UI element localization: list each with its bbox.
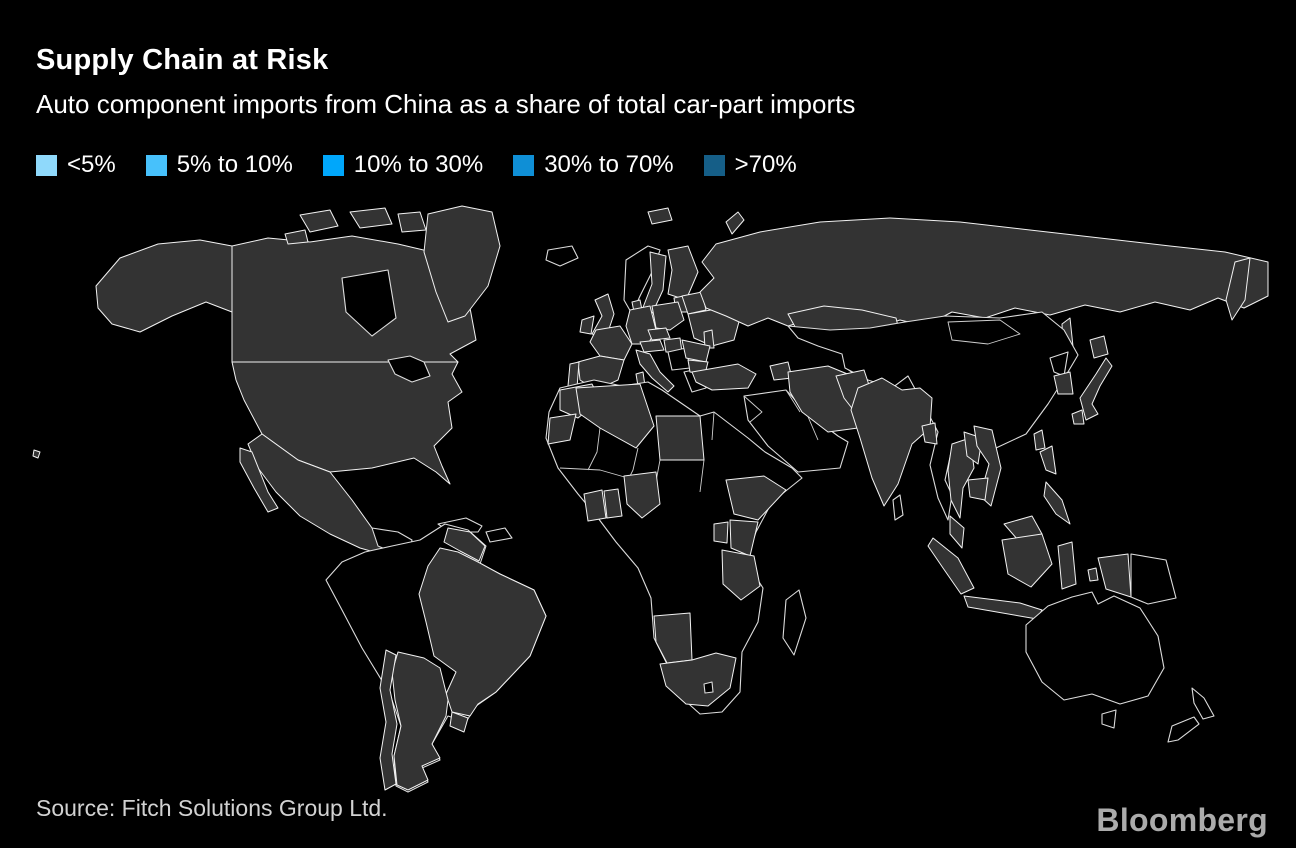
country-japan-kyushu [1071,409,1085,425]
arctic-island-3 [397,211,427,233]
mongolia-border [947,319,1021,345]
legend-label-5-10: 5% to 10% [176,151,293,178]
country-uruguay [449,711,469,733]
country-egypt [655,415,705,461]
legend-label-gt70: >70% [734,151,797,178]
hudson-bay [341,269,397,337]
country-nigeria [623,471,661,519]
country-italy [635,349,675,393]
country-belarus [681,291,707,315]
legend-swatch-gt70 [703,154,725,176]
country-india [850,377,933,507]
australia [1025,591,1165,705]
country-cambodia [967,477,989,501]
arctic-island-1 [299,209,339,233]
country-vietnam [973,425,1002,507]
country-argentina [391,651,449,791]
legend-item-5-10: 5% to 10% [145,151,293,179]
source-credit: Source: Fitch Solutions Group Ltd. [36,795,388,821]
legend-label-10-30: 10% to 30% [353,151,484,178]
country-ethiopia [725,475,787,521]
svalbard-1 [647,207,673,225]
country-poland [651,301,685,331]
country-west-papua [1097,553,1132,598]
country-sumatra [927,537,975,595]
legend-item-gt70: >70% [703,151,797,179]
country-bangladesh [921,422,938,445]
country-philippines-south [1043,481,1071,525]
country-moldova [703,329,715,349]
country-chile [379,649,398,791]
country-turkey [691,363,757,391]
country-philippines-luzon [1039,445,1057,475]
country-mexico-baja [239,447,279,513]
tasmania [1101,709,1117,729]
country-algeria [575,383,655,449]
legend-swatch-lt5 [36,154,57,176]
legend-swatch-5-10 [145,154,167,176]
country-austria [639,339,665,353]
legend-label-lt5: <5% [67,151,116,178]
country-uganda [713,521,729,544]
legend-item-lt5: <5% [36,151,116,179]
country-guianas [443,527,486,562]
novaya-zemlya [725,211,745,235]
country-tanzania [721,549,761,601]
country-hawaii [32,449,41,459]
legend-label-30-70: 30% to 70% [544,151,674,178]
page-subtitle: Auto component imports from China as a s… [36,89,856,119]
legend-swatch-30-70 [513,154,535,176]
country-malaysia-peninsula [949,515,965,549]
country-finland [667,245,699,301]
africa-outline [545,379,803,715]
country-namibia [653,612,693,664]
new-zealand-south [1167,716,1200,743]
iceland [545,245,579,267]
arctic-island-4 [284,229,309,245]
kamchatka [1225,257,1251,321]
legend-item-30-70: 30% to 70% [513,151,674,179]
legend-swatch-10-30 [322,154,344,176]
country-japan-hokkaido [1089,335,1109,359]
country-moluccas [1087,567,1099,582]
madagascar [782,589,807,656]
lesotho [703,681,714,694]
country-brazil [418,547,547,717]
country-ireland [579,315,595,335]
country-kalimantan [1001,533,1053,588]
country-western-sahara [547,413,577,445]
country-sulawesi [1057,541,1077,590]
country-java [963,595,1043,620]
sri-lanka [892,494,904,521]
country-greenland [423,205,501,323]
new-zealand-north [1191,687,1215,720]
country-ghana [603,488,623,519]
hispaniola [485,527,513,543]
arctic-island-2 [349,207,393,229]
papua-new-guinea [1130,553,1177,605]
country-alaska [95,239,233,333]
country-russia [699,217,1269,329]
bloomberg-logo: Bloomberg [1096,802,1268,838]
legend: <5% 5% to 10% 10% to 30% 30% to 70% >70% [36,151,797,179]
great-lakes [387,355,431,383]
country-france [589,325,633,361]
country-japan-honshu [1079,357,1113,421]
country-taiwan [1033,429,1046,451]
country-czechia [647,327,671,341]
country-ivory-coast [583,489,607,522]
legend-item-10-30: 10% to 30% [322,151,484,179]
country-south-africa [659,652,737,707]
country-south-korea [1053,371,1074,395]
page-title: Supply Chain at Risk [36,44,329,76]
